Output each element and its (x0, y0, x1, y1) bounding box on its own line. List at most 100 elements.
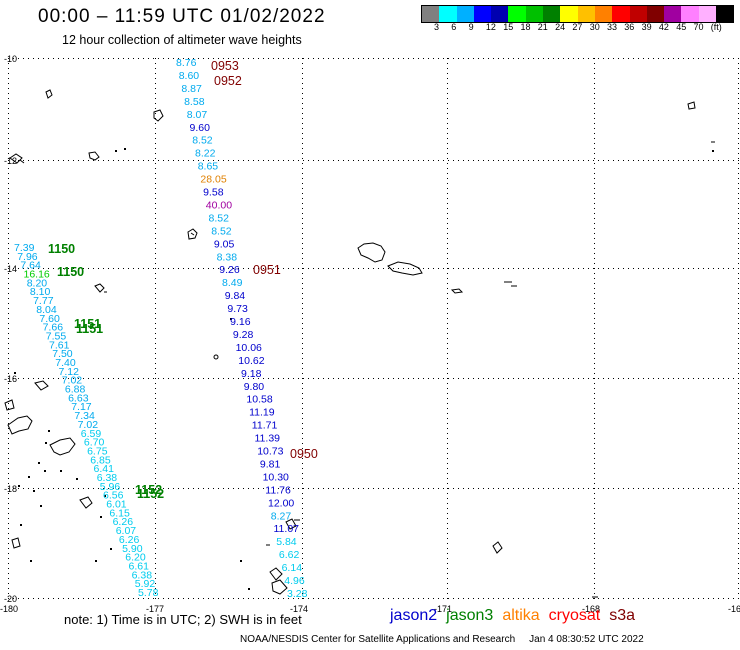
grid-dot (302, 193, 303, 194)
lat-tick-label: -18 (4, 484, 17, 494)
grid-dot (93, 58, 94, 59)
grid-dot (568, 268, 569, 269)
grid-dot (628, 268, 629, 269)
pass-time: 1150 (57, 265, 84, 279)
grid-dot (103, 488, 104, 489)
grid-dot (133, 160, 134, 161)
grid-dot (594, 453, 595, 454)
legend-swatch (612, 6, 630, 22)
swh-value: 11.07 (274, 523, 300, 535)
grid-dot (243, 268, 244, 269)
grid-dot (238, 58, 239, 59)
grid-dot (155, 158, 156, 159)
grid-dot (302, 293, 303, 294)
swh-value: 6.63 (68, 392, 89, 404)
pass-time: 1151 (74, 317, 101, 331)
grid-dot (383, 268, 384, 269)
grid-dot (228, 488, 229, 489)
grid-dot (403, 58, 404, 59)
swh-value: 8.10 (30, 286, 51, 298)
grid-dot (302, 113, 303, 114)
grid-dot (658, 160, 659, 161)
grid-dot (318, 268, 319, 269)
grid-dot (368, 488, 369, 489)
grid-dot (447, 468, 448, 469)
grid-dot (668, 160, 669, 161)
grid-dot (523, 58, 524, 59)
grid-dot (155, 478, 156, 479)
grid-dot (113, 268, 114, 269)
grid-dot (8, 398, 9, 399)
grid-dot (598, 268, 599, 269)
grid-dot (302, 533, 303, 534)
reef-dot (60, 470, 62, 472)
grid-dot (538, 598, 539, 599)
grid-dot (302, 498, 303, 499)
grid-dot (393, 378, 394, 379)
grid-dot (533, 598, 534, 599)
grid-dot (155, 448, 156, 449)
grid-dot (302, 58, 303, 59)
grid-dot (238, 160, 239, 161)
grid-dot (155, 263, 156, 264)
footer: NOAA/NESDIS Center for Satellite Applica… (240, 634, 644, 645)
grid-dot (658, 378, 659, 379)
grid-dot (738, 478, 739, 479)
grid-dot (728, 58, 729, 59)
grid-dot (443, 598, 444, 599)
grid-dot (713, 58, 714, 59)
grid-dot (553, 268, 554, 269)
grid-dot (123, 268, 124, 269)
grid-dot (293, 160, 294, 161)
grid-dot (208, 378, 209, 379)
grid-dot (38, 488, 39, 489)
grid-dot (48, 378, 49, 379)
grid-dot (447, 353, 448, 354)
grid-dot (733, 378, 734, 379)
grid-dot (698, 268, 699, 269)
grid-dot (594, 63, 595, 64)
grid-dot (323, 268, 324, 269)
grid-dot (323, 488, 324, 489)
grid-dot (738, 78, 739, 79)
swh-value: 9.58 (203, 187, 224, 199)
grid-dot (155, 593, 156, 594)
grid-dot (302, 283, 303, 284)
grid-dot (447, 103, 448, 104)
grid-dot (155, 413, 156, 414)
grid-dot (118, 598, 119, 599)
grid-dot (123, 160, 124, 161)
grid-dot (258, 598, 259, 599)
grid-dot (155, 313, 156, 314)
grid-dot (302, 438, 303, 439)
swh-value: 11.71 (252, 420, 278, 432)
grid-dot (594, 578, 595, 579)
grid-dot (198, 268, 199, 269)
swh-value: 6.56 (103, 490, 124, 502)
legend-label: 36 (624, 22, 635, 32)
swh-value: 6.01 (106, 499, 127, 511)
grid-dot (8, 348, 9, 349)
grid-dot (258, 488, 259, 489)
grid-dot (348, 378, 349, 379)
grid-dot (23, 598, 24, 599)
grid-dot (483, 160, 484, 161)
grid-dot (448, 488, 449, 489)
grid-dot (358, 160, 359, 161)
grid-dot (358, 378, 359, 379)
swh-value: 8.52 (211, 225, 232, 237)
grid-dot (302, 393, 303, 394)
grid-dot (218, 160, 219, 161)
grid-dot (153, 58, 154, 59)
legend-label: 27 (572, 22, 583, 32)
grid-dot (8, 178, 9, 179)
grid-dot (368, 160, 369, 161)
grid-dot (558, 378, 559, 379)
grid-dot (302, 173, 303, 174)
grid-dot (594, 528, 595, 529)
grid-dot (578, 58, 579, 59)
grid-dot (458, 58, 459, 59)
grid-dot (498, 378, 499, 379)
grid-dot (303, 160, 304, 161)
grid-dot (88, 58, 89, 59)
